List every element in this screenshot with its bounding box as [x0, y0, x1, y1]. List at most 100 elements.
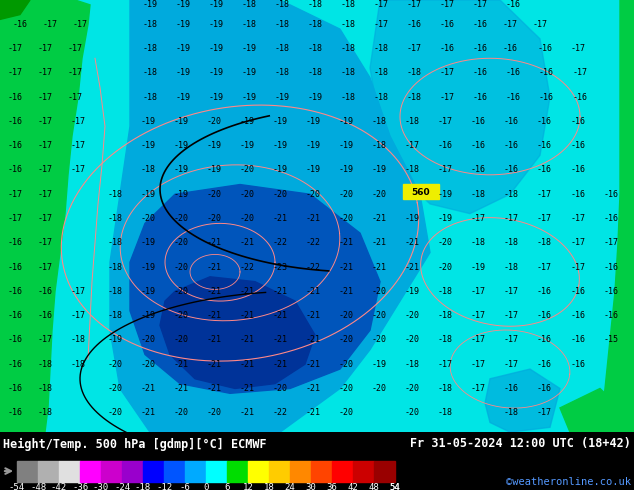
Text: -18: -18	[108, 214, 122, 223]
Text: -18: -18	[37, 384, 53, 393]
Text: -18: -18	[404, 360, 420, 368]
Text: -19: -19	[209, 0, 224, 9]
Text: -17: -17	[439, 68, 455, 77]
Text: -18: -18	[135, 483, 151, 490]
Text: -20: -20	[207, 117, 221, 126]
Text: -16: -16	[604, 263, 619, 271]
Text: -16: -16	[604, 190, 619, 199]
Text: -20: -20	[174, 311, 188, 320]
Text: -16: -16	[472, 93, 488, 101]
Text: -18: -18	[307, 0, 323, 9]
Text: -19: -19	[273, 141, 287, 150]
Text: -16: -16	[571, 141, 586, 150]
Text: -17: -17	[8, 190, 22, 199]
Text: -17: -17	[439, 0, 455, 9]
Text: -22: -22	[240, 263, 254, 271]
Text: -19: -19	[242, 68, 257, 77]
Text: -18: -18	[373, 93, 389, 101]
Text: -17: -17	[470, 311, 486, 320]
Text: -21: -21	[240, 287, 254, 296]
Text: -18: -18	[275, 20, 290, 29]
Text: -19: -19	[174, 190, 188, 199]
Text: -21: -21	[141, 384, 155, 393]
Text: -19: -19	[240, 117, 254, 126]
Text: -16: -16	[538, 93, 553, 101]
Text: -21: -21	[207, 311, 221, 320]
Text: -16: -16	[8, 360, 22, 368]
Text: -17: -17	[70, 311, 86, 320]
Text: -19: -19	[141, 287, 155, 296]
Text: -17: -17	[72, 20, 87, 29]
Text: -16: -16	[538, 44, 552, 53]
Text: -21: -21	[240, 384, 254, 393]
Text: -17: -17	[437, 166, 453, 174]
Text: -19: -19	[306, 117, 321, 126]
Text: -17: -17	[503, 311, 519, 320]
Text: -20: -20	[174, 336, 188, 344]
Text: -17: -17	[503, 336, 519, 344]
Text: -20: -20	[207, 190, 221, 199]
Text: -20: -20	[240, 190, 254, 199]
Text: -42: -42	[51, 483, 67, 490]
Text: -17: -17	[406, 0, 422, 9]
Text: -18: -18	[437, 408, 453, 417]
Text: -21: -21	[306, 408, 321, 417]
Text: -18: -18	[307, 68, 323, 77]
Text: -6: -6	[179, 483, 190, 490]
Text: -19: -19	[141, 190, 155, 199]
Polygon shape	[130, 185, 380, 393]
Text: -17: -17	[37, 44, 53, 53]
Text: -16: -16	[8, 117, 22, 126]
Text: -21: -21	[273, 336, 287, 344]
Text: -17: -17	[533, 20, 548, 29]
Text: -17: -17	[439, 93, 455, 101]
Text: -17: -17	[70, 141, 86, 150]
Text: 0: 0	[204, 483, 209, 490]
Text: 30: 30	[306, 483, 316, 490]
Text: -21: -21	[207, 287, 221, 296]
Text: -16: -16	[439, 44, 455, 53]
Bar	[332, 461, 353, 482]
Text: -20: -20	[174, 238, 188, 247]
Text: -20: -20	[141, 360, 155, 368]
Text: -21: -21	[306, 311, 321, 320]
Text: -20: -20	[339, 336, 354, 344]
Text: -16: -16	[571, 190, 586, 199]
Text: -21: -21	[404, 263, 420, 271]
Text: -19: -19	[108, 336, 122, 344]
Text: -16: -16	[503, 166, 519, 174]
Text: -18: -18	[307, 44, 323, 53]
Bar	[38, 461, 59, 482]
Text: -16: -16	[536, 384, 552, 393]
Text: -17: -17	[406, 44, 422, 53]
Text: -16: -16	[8, 93, 22, 101]
Text: -16: -16	[536, 360, 552, 368]
Text: -16: -16	[37, 311, 53, 320]
Text: -18: -18	[470, 190, 486, 199]
Text: -16: -16	[37, 287, 53, 296]
Text: -18: -18	[372, 141, 387, 150]
Text: -21: -21	[372, 214, 387, 223]
Text: -20: -20	[437, 238, 453, 247]
Text: -16: -16	[536, 287, 552, 296]
Text: -21: -21	[273, 287, 287, 296]
Text: -21: -21	[372, 263, 387, 271]
Text: -21: -21	[174, 360, 188, 368]
Text: -21: -21	[339, 238, 354, 247]
Text: -16: -16	[472, 20, 488, 29]
Text: -17: -17	[67, 44, 82, 53]
Text: -18: -18	[275, 44, 290, 53]
Text: -20: -20	[372, 336, 387, 344]
Text: -18: -18	[307, 20, 323, 29]
Text: -19: -19	[372, 166, 387, 174]
Text: -19: -19	[143, 0, 157, 9]
Text: -21: -21	[306, 384, 321, 393]
Polygon shape	[110, 0, 430, 432]
Text: -18: -18	[470, 238, 486, 247]
Text: -16: -16	[571, 166, 586, 174]
Text: -17: -17	[42, 20, 58, 29]
Text: -21: -21	[174, 384, 188, 393]
Text: -19: -19	[307, 93, 323, 101]
Text: -20: -20	[404, 384, 420, 393]
Bar	[353, 461, 374, 482]
